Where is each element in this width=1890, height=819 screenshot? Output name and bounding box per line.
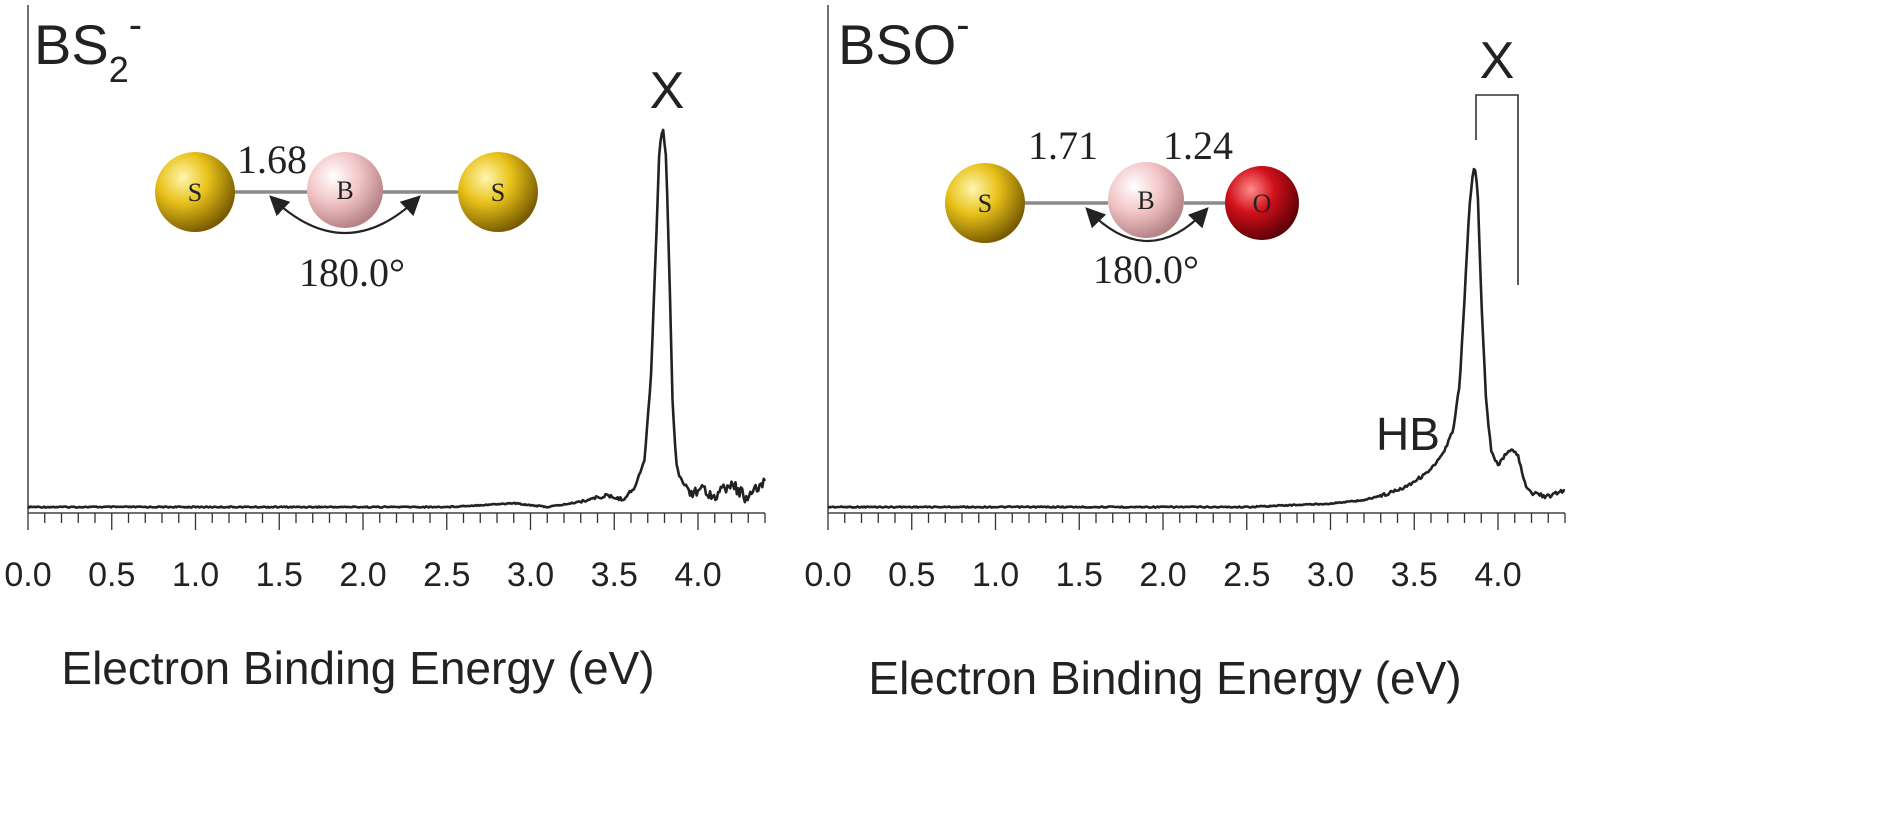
angle-label: 180.0° xyxy=(299,250,405,295)
atom-o xyxy=(1225,166,1299,240)
chart-title-superscript: - xyxy=(129,3,142,47)
x-tick-label: 2.0 xyxy=(1139,556,1186,594)
peak-label-x: X xyxy=(650,62,685,120)
atom-s-1 xyxy=(155,152,235,232)
x-tick-label: 2.5 xyxy=(423,556,470,594)
x-tick-label: 3.0 xyxy=(507,556,554,594)
x-tick-label: 4.0 xyxy=(1474,556,1521,594)
x-tick-label: 2.5 xyxy=(1223,556,1270,594)
atom-label-o: O xyxy=(1253,189,1272,218)
x-tick-label: 3.5 xyxy=(1391,556,1438,594)
x-tick-label: 1.0 xyxy=(972,556,1019,594)
chart-title-text: BS xyxy=(34,13,109,76)
atom-label-s: S xyxy=(978,189,992,218)
x-tick-label: 1.5 xyxy=(1056,556,1103,594)
x-tick-label: 1.5 xyxy=(256,556,303,594)
x-axis-ticks xyxy=(827,513,1566,530)
peak-label-x: X xyxy=(1480,32,1515,90)
x-axis-label: Electron Binding Energy (eV) xyxy=(868,652,1461,704)
angle-arrow xyxy=(1085,207,1209,242)
chart-title: BSO- xyxy=(838,3,970,76)
x-tick-label: 3.0 xyxy=(1307,556,1354,594)
peak-label-hb: HB xyxy=(1376,408,1440,460)
panel-bso: 0.0 0.5 1.0 1.5 2.0 2.5 3.0 3.5 4.0 BSO- X HB S … xyxy=(804,3,1566,704)
atom-s xyxy=(945,163,1025,243)
chart-title-text: BSO xyxy=(838,13,956,76)
panel-bs2: 0.0 0.5 1.0 1.5 2.0 2.5 3.0 3.5 4.0 BS2- X S B S… xyxy=(4,3,767,694)
x-tick-labels: 0.0 0.5 1.0 1.5 2.0 2.5 3.0 3.5 4.0 xyxy=(4,556,721,594)
atom-label-b: B xyxy=(1137,186,1154,215)
x-tick-label: 0.5 xyxy=(88,556,135,594)
x-tick-label: 2.0 xyxy=(339,556,386,594)
series-line-bso xyxy=(827,167,1566,509)
atom-s-2 xyxy=(458,152,538,232)
atom-label-s-2: S xyxy=(491,178,505,207)
x-tick-label: 0.5 xyxy=(888,556,935,594)
x-tick-label: 0.0 xyxy=(4,556,51,594)
x-axis-ticks xyxy=(27,513,766,530)
bond-length-label-bo: 1.24 xyxy=(1163,123,1233,168)
bond-length-label-sb: 1.71 xyxy=(1028,123,1098,168)
atom-label-b: B xyxy=(336,176,353,205)
chart-title-subscript: 2 xyxy=(109,49,129,90)
x-tick-label: 0.0 xyxy=(804,556,851,594)
molecule-bs2: S B S 1.68 180.0° xyxy=(155,137,538,295)
angle-arrow xyxy=(269,195,421,235)
chart-title: BS2- xyxy=(34,3,142,90)
molecule-bso: S B O 1.71 1.24 180.0° xyxy=(945,123,1299,292)
chart-title-superscript: - xyxy=(956,3,969,47)
x-tick-label: 1.0 xyxy=(172,556,219,594)
vibrational-bracket xyxy=(1475,94,1519,285)
x-tick-labels: 0.0 0.5 1.0 1.5 2.0 2.5 3.0 3.5 4.0 xyxy=(804,556,1521,594)
atom-label-s-1: S xyxy=(188,178,202,207)
x-axis-label: Electron Binding Energy (eV) xyxy=(61,642,654,694)
bond-length-label: 1.68 xyxy=(237,137,307,182)
x-tick-label: 3.5 xyxy=(591,556,638,594)
angle-label: 180.0° xyxy=(1093,247,1199,292)
series-line-bs2 xyxy=(27,128,767,509)
x-tick-label: 4.0 xyxy=(674,556,721,594)
